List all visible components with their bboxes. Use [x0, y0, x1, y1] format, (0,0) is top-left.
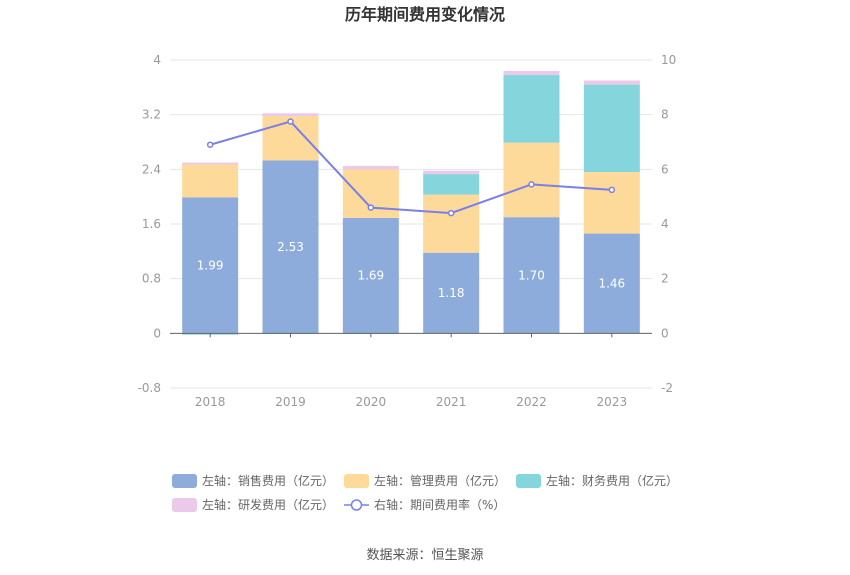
x-tick-label: 2018: [195, 395, 226, 409]
right-tick-label: 6: [661, 162, 669, 176]
left-axis-ticks: 4 3.2 2.4 1.6 0.8 0 -0.8: [138, 53, 161, 395]
right-axis-ticks: 10 8 6 4 2 0 -2: [661, 53, 676, 395]
bar-data-label: 1.18: [438, 286, 465, 300]
bar-segment: [182, 164, 239, 198]
legend-label: 左轴：管理费用（亿元）: [374, 473, 506, 488]
x-tick-label: 2021: [436, 395, 467, 409]
left-tick-label: 0.8: [142, 272, 161, 286]
gridlines: [170, 59, 652, 389]
bar-series: [182, 70, 640, 335]
rate-line: [209, 120, 612, 215]
bar-segment: [342, 165, 399, 170]
source-note: 数据来源：恒生聚源: [366, 548, 483, 563]
legend-item[interactable]: 左轴：销售费用（亿元）: [172, 473, 334, 488]
bar-segment: [182, 162, 239, 165]
bar-segment: [503, 217, 560, 334]
bar-segment: [583, 233, 640, 334]
bar-segment: [503, 75, 560, 143]
legend-swatch: [344, 474, 369, 488]
left-tick-label: 3.2: [142, 108, 161, 122]
legend-label: 左轴：财务费用（亿元）: [546, 473, 678, 488]
bar-segment: [182, 197, 239, 334]
right-tick-label: 0: [661, 326, 669, 340]
bar-segment: [583, 84, 640, 173]
rate-point: [608, 186, 616, 194]
right-tick-label: 2: [661, 272, 669, 286]
legend-item[interactable]: 左轴：财务费用（亿元）: [516, 473, 678, 488]
bar-segment: [423, 194, 480, 253]
bar-segment: [423, 252, 480, 334]
bar-segment: [423, 174, 480, 195]
bar-segment: [583, 172, 640, 234]
legend-item[interactable]: 右轴：期间费用率（%）: [344, 497, 505, 512]
bar-segment: [262, 160, 319, 334]
legend-swatch: [172, 474, 197, 488]
rate-point: [287, 118, 294, 125]
right-tick-label: 10: [661, 53, 676, 67]
rate-point: [367, 204, 375, 211]
x-tick-label: 2020: [356, 395, 387, 409]
legend-marker: [350, 499, 363, 511]
left-tick-label: 1.6: [142, 217, 161, 231]
x-tick-label: 2023: [597, 395, 628, 409]
bar-data-label: 2.53: [277, 240, 304, 254]
bar-data-label: 1.69: [357, 269, 384, 283]
bar-segment: [342, 217, 399, 334]
legend-label: 右轴：期间费用率（%）: [374, 497, 505, 512]
expense-rate-line-series: [206, 118, 616, 217]
x-axis-ticks: 2018 2019 2020 2021 2022 2023: [195, 333, 627, 409]
chart-title: 历年期间费用变化情况: [345, 5, 505, 24]
left-tick-label: 2.4: [142, 162, 161, 176]
data-labels: 1.99 2.53 1.69 1.18 1.70 1.46: [197, 240, 625, 300]
rate-point: [528, 181, 535, 188]
left-tick-label: 4: [153, 53, 161, 67]
bar-segment: [503, 142, 560, 218]
legend-item[interactable]: 左轴：管理费用（亿元）: [344, 473, 506, 488]
bar-data-label: 1.99: [197, 258, 224, 272]
legend[interactable]: 左轴：销售费用（亿元） 左轴：管理费用（亿元） 左轴：财务费用（亿元） 左轴：研发费用…: [172, 473, 678, 512]
bar-data-label: 1.70: [518, 268, 545, 282]
left-tick-label: 0: [153, 326, 161, 340]
legend-swatch: [172, 498, 197, 512]
bar-segment: [423, 170, 480, 175]
rate-point: [206, 141, 214, 148]
right-tick-label: 4: [661, 217, 669, 231]
legend-swatch: [516, 474, 541, 488]
left-tick-label: -0.8: [138, 381, 161, 395]
bar-segment: [583, 80, 640, 85]
x-tick-label: 2019: [275, 395, 306, 409]
legend-label: 左轴：销售费用（亿元）: [202, 473, 334, 488]
right-tick-label: -2: [661, 381, 673, 395]
bar-data-label: 1.46: [598, 276, 625, 290]
legend-label: 左轴：研发费用（亿元）: [202, 497, 334, 512]
bar-segment: [503, 70, 560, 76]
right-tick-label: 8: [661, 108, 669, 122]
x-tick-label: 2022: [516, 395, 547, 409]
rate-point: [447, 209, 455, 217]
bar-segment: [262, 113, 319, 117]
legend-item[interactable]: 左轴：研发费用（亿元）: [172, 497, 334, 512]
